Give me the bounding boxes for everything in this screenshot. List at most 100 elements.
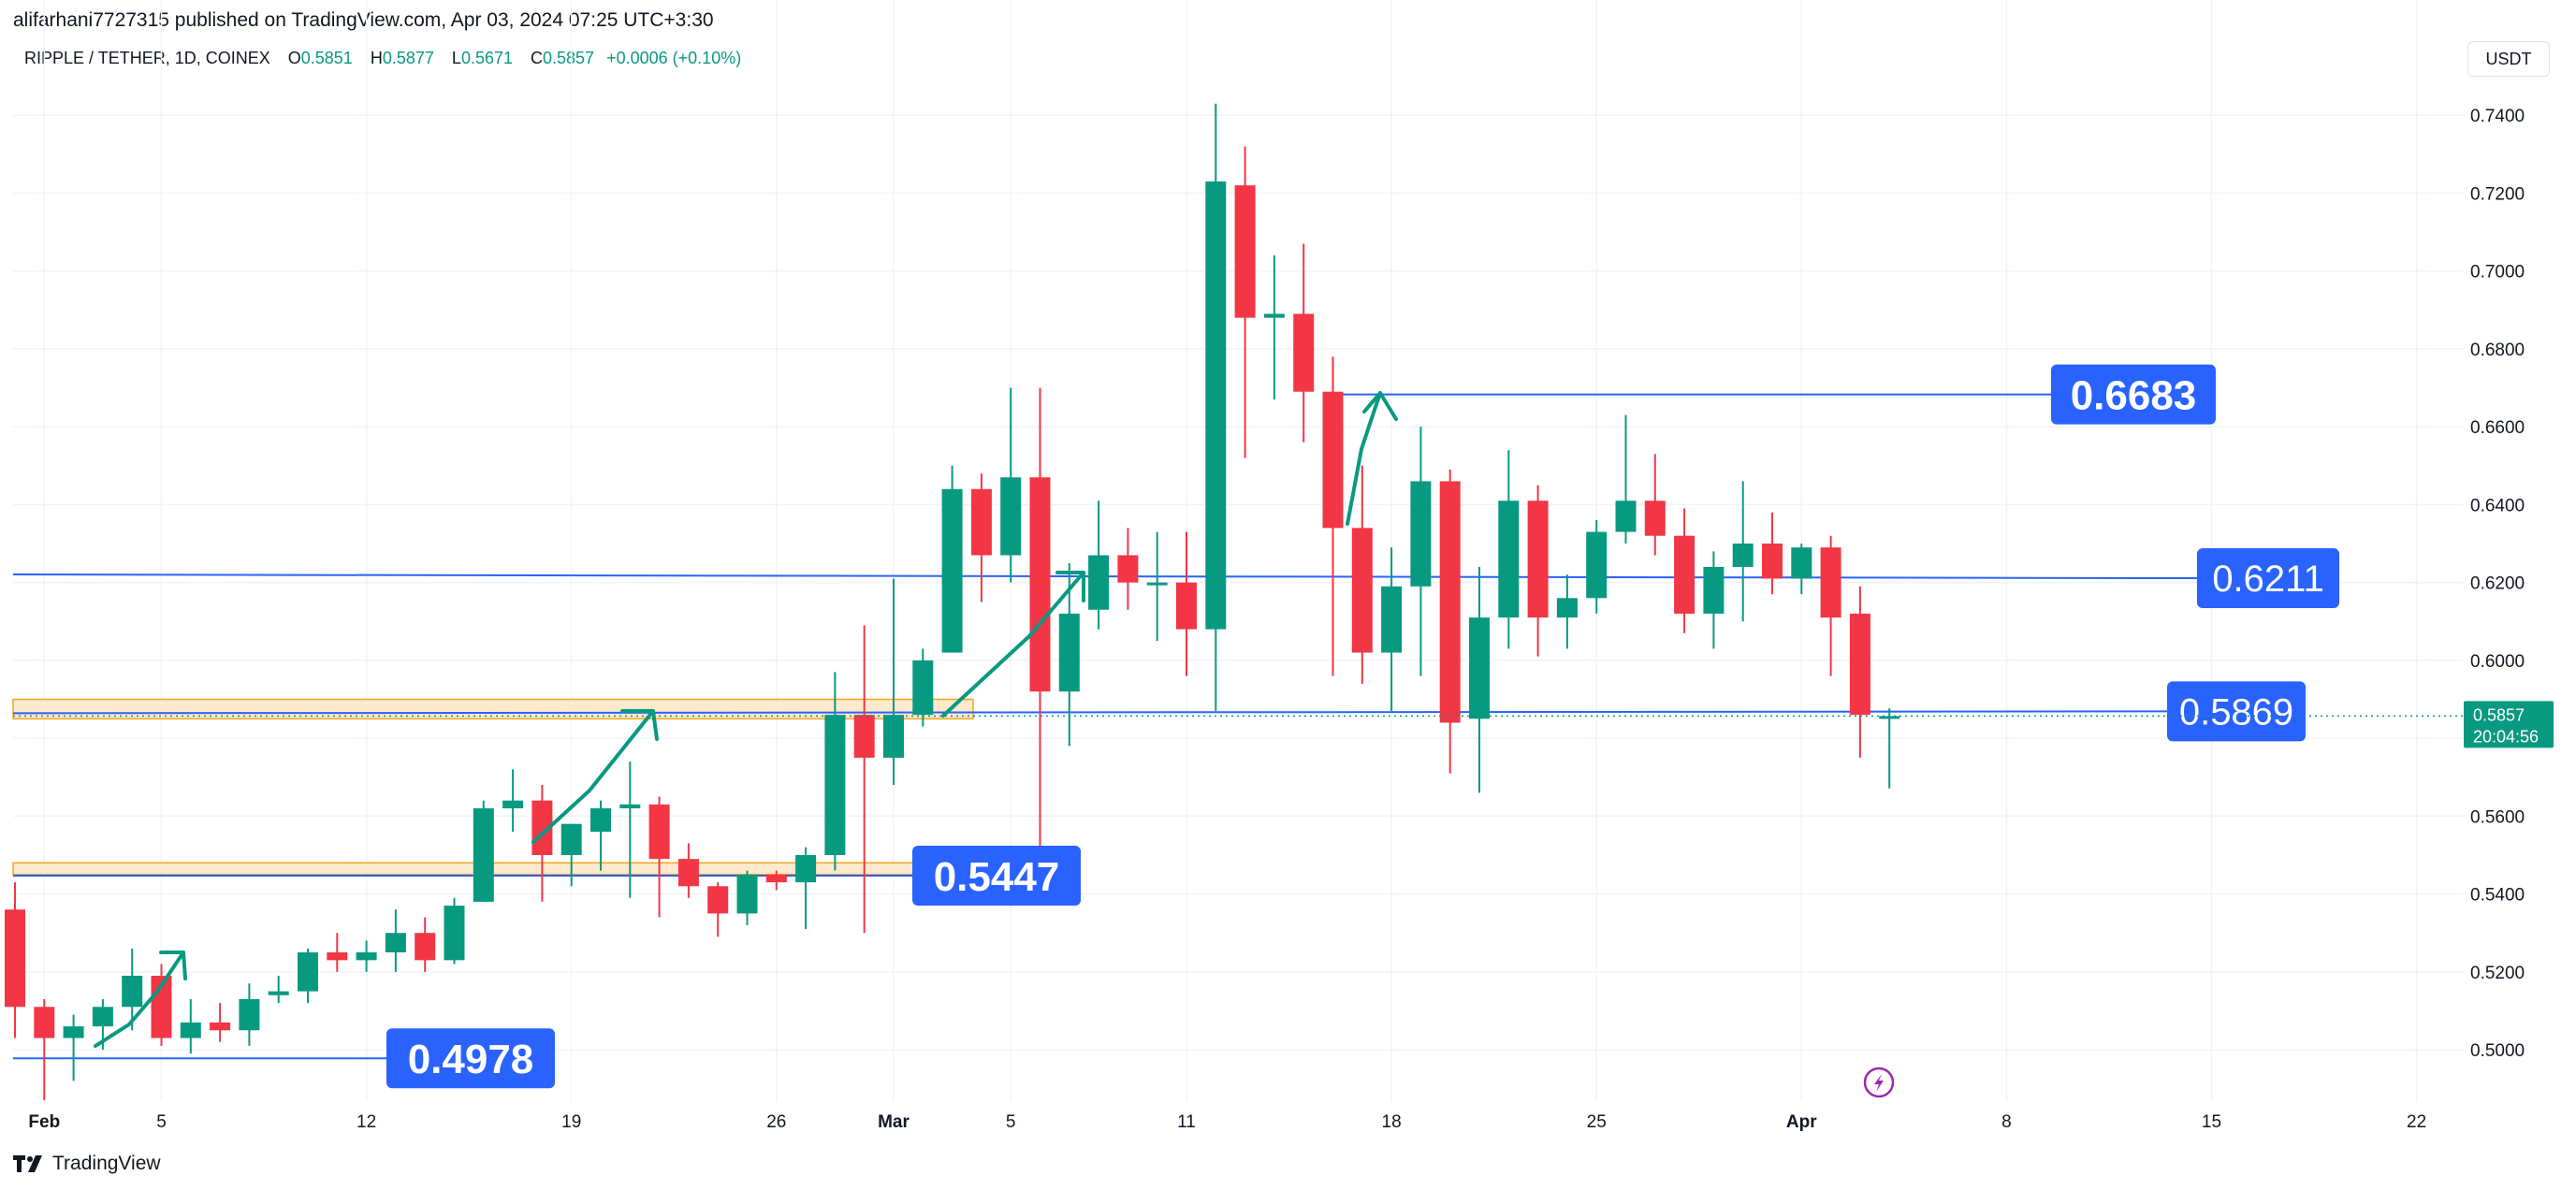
- candle: [327, 933, 348, 972]
- high-value: 0.5877: [382, 49, 434, 67]
- candle-body: [795, 854, 817, 883]
- candle-body: [356, 952, 377, 961]
- grid: [13, 0, 2463, 1102]
- candle: [1293, 243, 1315, 443]
- candle: [765, 870, 787, 891]
- candle-body: [1879, 716, 1900, 719]
- trend-arrows: [94, 391, 1398, 1048]
- level-label-box: [912, 846, 1081, 907]
- candle-body: [63, 1026, 84, 1038]
- candle: [1263, 255, 1285, 400]
- price-tick-label: 0.7400: [2470, 107, 2525, 126]
- candle: [180, 998, 201, 1054]
- candle: [1703, 551, 1725, 649]
- candles: [5, 103, 1900, 1101]
- candle: [268, 975, 289, 1004]
- candle-body: [1469, 617, 1490, 719]
- candle: [63, 1014, 84, 1081]
- candle: [1556, 574, 1578, 649]
- trend-arrow: [94, 951, 187, 1048]
- candle: [356, 940, 377, 972]
- candle-body: [327, 952, 348, 961]
- level-label-text: 0.5869: [2179, 691, 2293, 733]
- candle: [1644, 454, 1666, 556]
- candle-body: [560, 823, 582, 855]
- time-tick-label: 15: [2202, 1112, 2221, 1132]
- candle-body: [92, 1007, 113, 1027]
- candle-body: [385, 933, 406, 953]
- candle: [473, 800, 494, 902]
- candle-body: [1322, 391, 1344, 529]
- candle: [122, 948, 143, 1031]
- close-label: C: [531, 49, 544, 67]
- time-tick-label: 11: [1177, 1112, 1196, 1132]
- tradingview-logo-icon: [13, 1155, 42, 1172]
- candle: [1410, 427, 1432, 676]
- candle-body: [1029, 477, 1051, 692]
- candle: [444, 897, 465, 965]
- candle: [648, 796, 670, 918]
- candle: [1146, 531, 1168, 642]
- trend-arrow: [941, 571, 1085, 718]
- time-tick-label: 18: [1382, 1112, 1402, 1132]
- candle-body: [1176, 582, 1197, 630]
- candle: [298, 948, 318, 1004]
- candle: [239, 983, 260, 1046]
- last-price-countdown: 20:04:56: [2473, 727, 2539, 746]
- price-tick-label: 0.6400: [2470, 496, 2525, 515]
- level-label-text: 0.6683: [2071, 373, 2197, 419]
- candle: [619, 762, 641, 898]
- price-tick-label: 0.5400: [2470, 886, 2525, 906]
- candle-body: [1849, 613, 1870, 716]
- trend-arrow-shaft: [941, 571, 1085, 718]
- candle: [941, 465, 963, 653]
- low-label: L: [451, 49, 461, 67]
- candle-body: [239, 998, 260, 1031]
- candle-body: [1556, 598, 1578, 618]
- candle-body: [1263, 313, 1285, 318]
- candle: [912, 648, 934, 727]
- candle-body: [210, 1022, 231, 1031]
- candle: [1234, 146, 1256, 458]
- candle-body: [1234, 185, 1256, 318]
- candle-body: [1146, 582, 1168, 586]
- candle: [415, 917, 436, 972]
- candle-body: [1615, 501, 1637, 532]
- candle-body: [1088, 555, 1110, 610]
- candle-body: [765, 874, 787, 883]
- candle-body: [590, 808, 611, 832]
- price-tick-label: 0.6000: [2470, 652, 2525, 672]
- candle-body: [1586, 531, 1608, 599]
- trend-arrow-shaft: [94, 951, 185, 1048]
- candle-body: [824, 715, 846, 855]
- candle-body: [648, 804, 670, 860]
- candle: [1615, 414, 1637, 544]
- currency-button[interactable]: USDT: [2467, 41, 2550, 77]
- candle-body: [853, 715, 875, 758]
- candle-body: [34, 1007, 55, 1038]
- candle: [1088, 501, 1110, 630]
- candle-body: [1439, 481, 1461, 723]
- candle: [1820, 535, 1841, 676]
- candle: [1322, 356, 1344, 676]
- price-tick-label: 0.6200: [2470, 574, 2525, 594]
- trend-arrow-shaft: [531, 709, 655, 844]
- candle-body: [619, 804, 641, 809]
- level-label-text: 0.5447: [934, 854, 1060, 900]
- candle: [883, 578, 904, 786]
- time-tick-label: 26: [766, 1112, 786, 1132]
- candle-body: [531, 800, 553, 855]
- change-value: +0.0006 (+0.10%): [606, 49, 742, 67]
- time-tick-label: 25: [1587, 1112, 1607, 1132]
- trend-arrow-head: [620, 709, 659, 741]
- time-tick-label: 8: [2001, 1112, 2012, 1132]
- candle: [1351, 465, 1373, 684]
- symbol-name: RIPPLE / TETHER, 1D, COINEX: [24, 49, 270, 67]
- candle: [1527, 485, 1549, 657]
- low-value: 0.5671: [460, 49, 513, 67]
- candle-body: [268, 991, 289, 995]
- level-line: [12, 710, 2172, 715]
- candle: [970, 473, 992, 602]
- high-label: H: [370, 49, 383, 67]
